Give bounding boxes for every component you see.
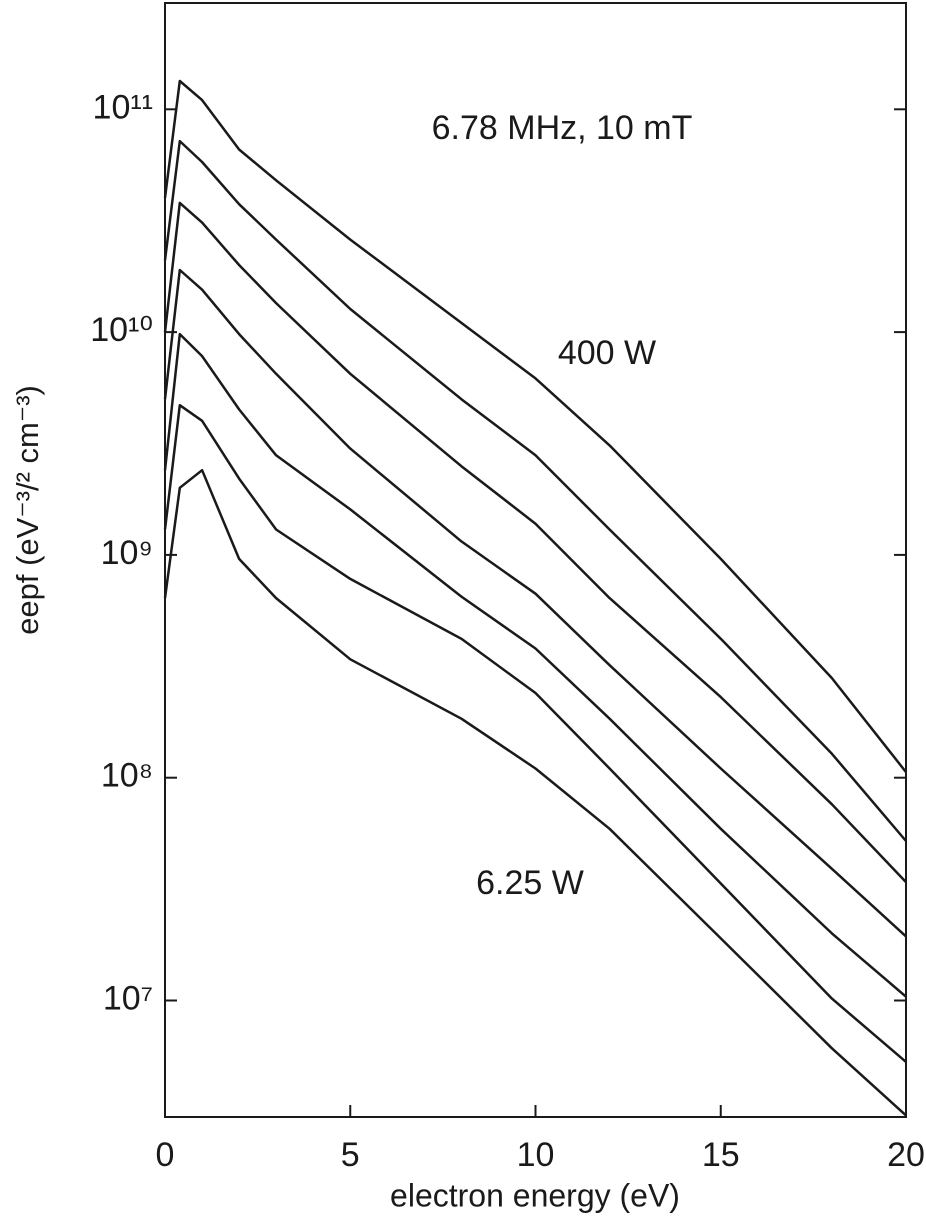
y-axis-label: eepf (eV⁻³/² cm⁻³) xyxy=(10,385,45,635)
x-tick-label: 10 xyxy=(517,1136,555,1174)
y-tick-label: 10¹⁰ xyxy=(90,311,153,349)
curve xyxy=(163,139,907,842)
y-tick-label: 10¹¹ xyxy=(93,88,153,126)
plot-frame xyxy=(164,2,907,1118)
curve xyxy=(163,403,907,1063)
y-tick-label: 10⁷ xyxy=(103,979,153,1017)
x-tick-label: 0 xyxy=(156,1136,175,1174)
x-tick-label: 5 xyxy=(341,1136,360,1174)
y-tick-label: 10⁸ xyxy=(101,757,153,795)
curve xyxy=(163,79,907,773)
x-tick-label: 15 xyxy=(702,1136,740,1174)
x-tick-label: 20 xyxy=(887,1136,925,1174)
curve xyxy=(163,468,907,1117)
curve xyxy=(163,332,907,998)
curve xyxy=(163,268,907,938)
annotation: 6.25 W xyxy=(476,864,584,902)
annotation: 6.78 MHz, 10 mT xyxy=(432,109,693,147)
annotation: 400 W xyxy=(558,334,656,372)
x-axis-label: electron energy (eV) xyxy=(390,1177,680,1213)
curve xyxy=(163,201,907,883)
y-tick-label: 10⁹ xyxy=(101,534,153,572)
